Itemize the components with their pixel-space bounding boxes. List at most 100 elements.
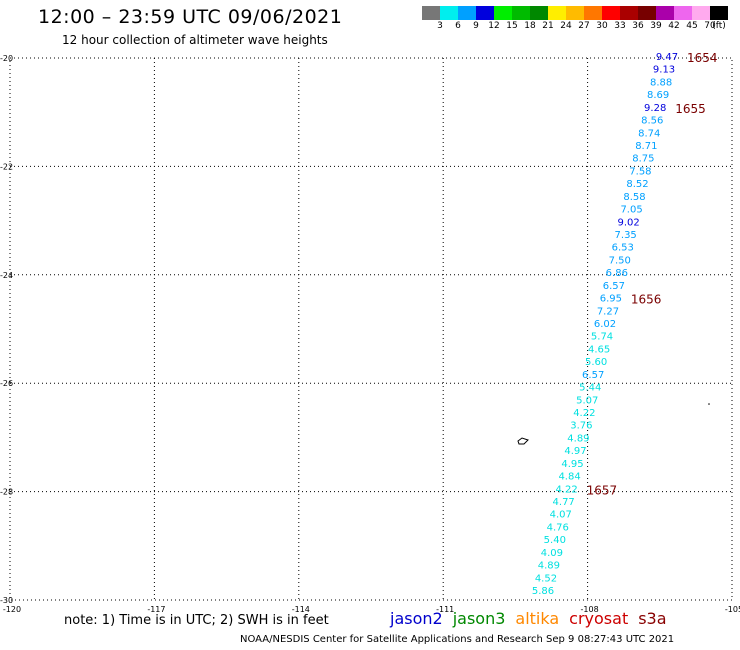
wave-height-value: 8.71 <box>635 141 657 152</box>
wave-height-value: 9.28 <box>644 103 666 114</box>
wave-height-value: 4.22 <box>555 484 577 495</box>
colorbar-tick-label: 15 <box>506 21 518 31</box>
wave-height-value: 5.40 <box>544 535 566 546</box>
colorbar-tick-label: 39 <box>650 21 662 31</box>
wave-height-value: 5.60 <box>585 357 607 368</box>
colorbar-unit: (ft) <box>712 21 726 31</box>
lon-tick-label: -108 <box>581 605 599 614</box>
colorbar-swatch <box>620 6 638 20</box>
lon-tick-label: -117 <box>147 605 165 614</box>
wave-height-value: 8.88 <box>650 77 672 88</box>
wave-height-value: 8.75 <box>632 154 654 165</box>
lon-tick-label: -105 <box>725 605 740 614</box>
wave-height-value: 6.86 <box>606 268 628 279</box>
colorbar-swatch <box>440 6 458 20</box>
colorbar-tick-label: 18 <box>524 21 536 31</box>
pass-label: 1656 <box>631 293 662 307</box>
colorbar-swatch <box>422 6 440 20</box>
page-title: 12:00 – 23:59 UTC 09/06/2021 <box>38 6 343 28</box>
footnote: note: 1) Time is in UTC; 2) SWH is in fe… <box>64 613 329 628</box>
altimeter-track: 9.47 9.138.88 8.69 9.28 8.568.74 8.71 8.757.58… <box>532 52 678 597</box>
wave-height-value: 4.76 <box>547 522 569 533</box>
wave-height-value: 4.52 <box>535 573 557 584</box>
lat-tick-label: -30 <box>0 596 13 605</box>
colorbar-swatch <box>584 6 602 20</box>
colorbar-tick-label: 12 <box>488 21 500 31</box>
lat-tick-label: -28 <box>0 488 13 497</box>
wave-height-value: 4.07 <box>550 510 572 521</box>
wave-height-value: 8.69 <box>647 90 669 101</box>
colorbar-swatch <box>638 6 656 20</box>
lat-tick-label: -22 <box>0 162 13 171</box>
wave-height-value: 6.95 <box>600 294 622 305</box>
colorbar-swatch <box>458 6 476 20</box>
colorbar-swatch <box>656 6 674 20</box>
wave-height-value: 8.52 <box>626 179 648 190</box>
colorbar-tick-label: 3 <box>437 21 443 31</box>
wave-height-value: 3.76 <box>570 421 592 432</box>
wave-height-value: 7.05 <box>620 205 642 216</box>
map-axes: -120 -117 -114 -111 -108 -105 -20 -22 -24 -26 -28 -… <box>0 54 740 614</box>
wave-height-value: 5.86 <box>532 586 554 597</box>
colorbar-swatch <box>530 6 548 20</box>
colorbar-tick-label: 21 <box>542 21 554 31</box>
wave-height-value: 9.02 <box>617 217 639 228</box>
wave-height-value: 4.84 <box>558 472 580 483</box>
wave-height-value: 8.58 <box>623 192 645 203</box>
wave-height-value: 8.74 <box>638 128 660 139</box>
wave-height-value: 7.35 <box>615 230 637 241</box>
pass-label: 1657 <box>587 483 618 497</box>
wave-height-value: 6.53 <box>612 243 634 254</box>
page-subtitle: 12 hour collection of altimeter wave hei… <box>62 33 328 47</box>
colorbar-swatch <box>692 6 710 20</box>
wave-height-value: 4.09 <box>541 548 563 559</box>
wave-height-value: 5.74 <box>591 332 613 343</box>
colorbar-swatch <box>494 6 512 20</box>
colorbar-tick-label: 27 <box>578 21 590 31</box>
satellite-legend-item: cryosat <box>569 609 629 628</box>
wave-height-value: 4.89 <box>538 561 560 572</box>
pass-labels: 1654 1655 1656 1657 <box>587 51 718 497</box>
satellite-legend-item: s3a <box>638 609 667 628</box>
credit-footer: NOAA/NESDIS Center for Satellite Applica… <box>240 634 675 645</box>
lon-tick-label: -120 <box>3 605 21 614</box>
colorbar-labels: 3 6 9 12 15 18 21 24 27 30 33 36 39 42 45 70 (ft) <box>422 21 728 33</box>
colorbar-tick-label: 24 <box>560 21 572 31</box>
satellite-legend-item: jason3 <box>452 609 506 628</box>
colorbar-tick-label: 33 <box>614 21 626 31</box>
wave-height-value: 7.58 <box>629 166 651 177</box>
lon-tick-label: -114 <box>292 605 310 614</box>
colorbar-tick-label: 9 <box>473 21 479 31</box>
colorbar-swatch <box>674 6 692 20</box>
wave-height-value: 9.13 <box>653 65 675 76</box>
lat-tick-label: -20 <box>0 54 13 63</box>
colorbar-swatch <box>566 6 584 20</box>
wave-height-value: 9.47 <box>656 52 678 63</box>
wave-height-value: 4.95 <box>561 459 583 470</box>
wave-height-value: 4.97 <box>564 446 586 457</box>
satellite-legend-item: altika <box>515 609 560 628</box>
colorbar-tick-label: 45 <box>686 21 698 31</box>
wave-height-value: 4.89 <box>567 433 589 444</box>
colorbar-swatch <box>512 6 530 20</box>
colorbar-tick-label: 6 <box>455 21 461 31</box>
map-frame <box>9 57 733 601</box>
wave-height-value: 4.22 <box>573 408 595 419</box>
colorbar-tick-label: 30 <box>596 21 608 31</box>
lon-tick-label: -111 <box>436 605 454 614</box>
wave-height-value: 8.56 <box>641 116 663 127</box>
colorbar-swatch <box>602 6 620 20</box>
colorbar-swatch <box>710 6 728 20</box>
pass-label: 1654 <box>687 51 718 65</box>
wave-height-value: 6.02 <box>594 319 616 330</box>
map-grid <box>9 57 733 601</box>
lat-tick-label: -26 <box>0 379 13 388</box>
colorbar-swatch <box>548 6 566 20</box>
colorbar-tick-label: 36 <box>632 21 644 31</box>
wave-height-value: 5.44 <box>579 383 601 394</box>
colorbar-tick-label: 42 <box>668 21 680 31</box>
colorbar-tick-label: 70 <box>704 21 716 31</box>
wave-height-value: 5.07 <box>576 395 598 406</box>
lat-tick-label: -24 <box>0 271 13 280</box>
